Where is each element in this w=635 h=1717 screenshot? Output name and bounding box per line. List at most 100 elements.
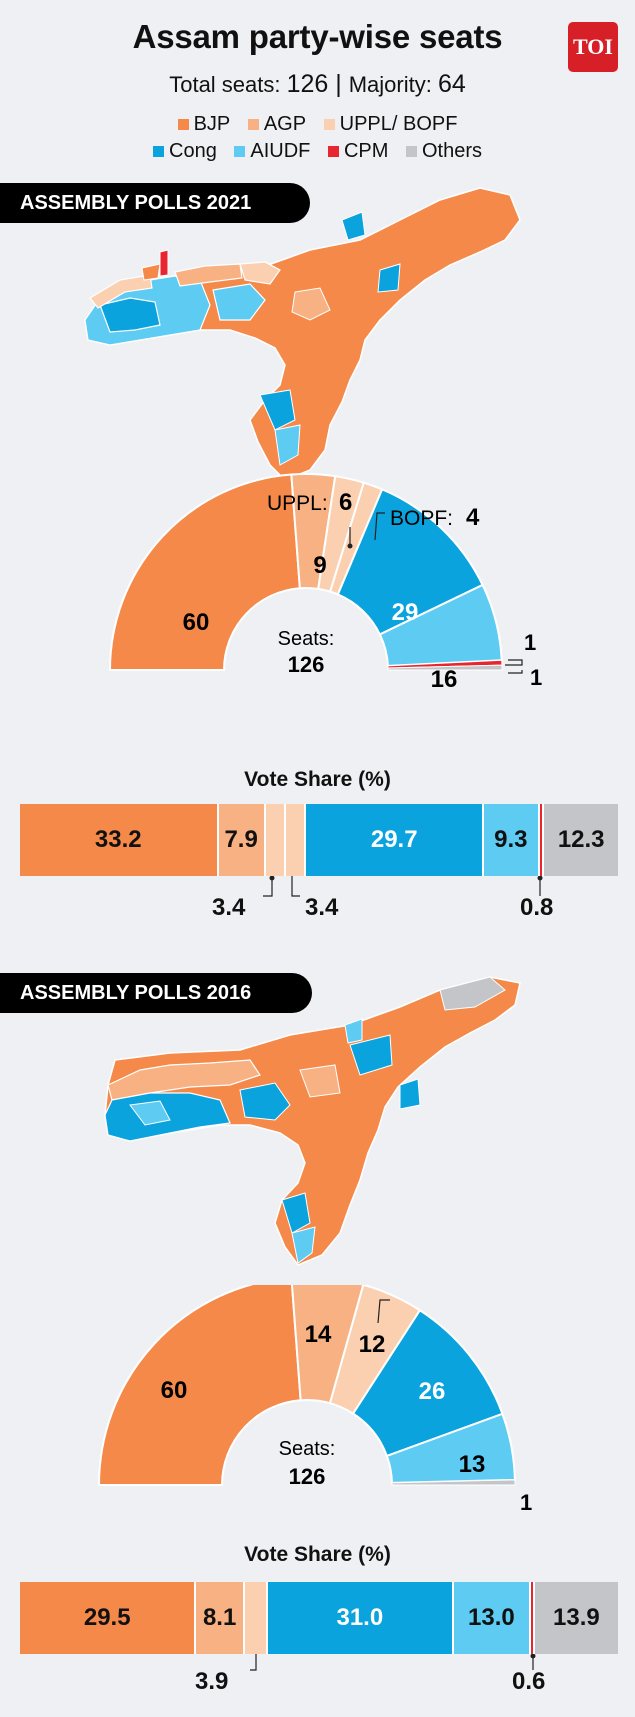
callout-bopf-value: 4: [466, 504, 480, 531]
slice-agp: [291, 1285, 365, 1405]
total-seats-label: Total seats:: [169, 72, 287, 97]
vote-seg-aiudf: 13.0: [453, 1582, 532, 1654]
vote-seg-bjp: 33.2: [20, 804, 219, 876]
center-value: 126: [288, 652, 325, 677]
vote-seg-cong: 31.0: [268, 1582, 454, 1654]
vote-seg-cong: 29.7: [306, 804, 485, 876]
slice-label-cong: 26: [419, 1378, 446, 1405]
total-seats-value: 126: [286, 70, 329, 98]
legend-swatch: [247, 119, 259, 130]
vote-value-uppl: 3.4: [212, 894, 246, 921]
callout-cpm-value: 1: [524, 630, 536, 655]
seats-donut-2021: 60 9 29 16 UPPL: 6 BOPF: 4 1 1 Seats: 12…: [108, 473, 542, 693]
subtitle-separator: |: [328, 70, 349, 98]
vote-seg-cpm: [531, 1582, 535, 1654]
legend-swatch: [177, 119, 189, 130]
vote-value-bopf: 3.9: [195, 1668, 229, 1695]
majority-label: Majority:: [348, 72, 438, 97]
seats-donut-2016: 60 14 12 26 13 1 Seats: 126: [97, 1285, 532, 1515]
callout-bopf-leader: [377, 1299, 390, 1324]
legend-row-2: Cong AIUDF CPM Others: [0, 140, 635, 163]
vote-seg-agp: 8.1: [196, 1582, 245, 1654]
vote-share-title-2016: Vote Share (%): [244, 1543, 391, 1566]
legend-item-others: Others: [405, 140, 482, 163]
callout-others-value: 1: [520, 1490, 532, 1515]
vote-value-others: 12.3: [557, 826, 605, 853]
callout-uppl-value: 6: [339, 489, 352, 516]
vote-value-cpm: 0.8: [520, 894, 554, 921]
legend-label: CPM: [343, 140, 389, 162]
vote-value-bjp: 29.5: [83, 1604, 131, 1631]
subtitle: Total seats: 126 | Majority: 64: [0, 70, 635, 99]
callout-uppl-vote-dot: [269, 876, 275, 881]
vote-value-agp: 8.1: [202, 1604, 237, 1631]
slice-label-agp: 9: [313, 552, 326, 579]
vote-value-bopf: 3.4: [305, 894, 339, 921]
legend-swatch: [153, 146, 164, 157]
assam-map-2021: [84, 187, 521, 481]
slice-label-bjp: 60: [183, 609, 210, 636]
vote-share-bar-2021: 33.2 7.9 29.7 9.3 12.3: [20, 804, 618, 876]
legend-item-cong: Cong: [153, 140, 217, 163]
vote-share-title-2021: Vote Share (%): [244, 768, 391, 791]
slice-bjp: [108, 473, 301, 671]
slice-label-agp: 14: [305, 1321, 332, 1348]
vote-callouts-2021: [263, 876, 543, 897]
callout-others-value: 1: [530, 665, 542, 690]
callout-bopf-vote-leader: [291, 876, 300, 897]
callout-uppl-vote-leader: [263, 876, 273, 897]
banner-2016: ASSEMBLY POLLS 2016: [0, 973, 312, 1013]
legend-label: AIUDF: [250, 140, 311, 162]
vote-value-cpm: 0.6: [512, 1668, 546, 1695]
majority-value: 64: [437, 70, 466, 98]
slice-bjp: [97, 1285, 302, 1486]
banner-2021: ASSEMBLY POLLS 2021: [0, 183, 310, 223]
legend-label: Others: [421, 140, 482, 162]
vote-seg-bjp: 29.5: [20, 1582, 197, 1654]
slice-label-aiudf: 16: [431, 666, 458, 693]
page-title: Assam party-wise seats: [132, 18, 503, 55]
legend-row-1: BJP AGP UPPL/ BOPF: [0, 113, 635, 136]
center-label: Seats:: [279, 1438, 336, 1460]
slice-label-bjp: 60: [161, 1377, 188, 1404]
vote-value-others: 13.9: [553, 1604, 600, 1631]
vote-share-bar-2016: 29.5 8.1 31.0 13.0 13.9: [20, 1582, 618, 1654]
callout-bopf-leader: [374, 512, 385, 541]
slice-label-aiudf: 13: [459, 1451, 486, 1478]
vote-value-aiudf: 13.0: [468, 1604, 515, 1631]
legend-item-aiudf: AIUDF: [234, 140, 310, 163]
vote-value-aiudf: 9.3: [494, 826, 528, 853]
legend-item-bjp: BJP: [177, 113, 231, 136]
slice-others: [391, 1479, 516, 1486]
callout-others-leader: [508, 670, 523, 674]
legend-swatch: [323, 119, 335, 130]
vote-seg-aiudf: 9.3: [484, 804, 540, 876]
callout-bopf-label: BOPF:: [390, 507, 453, 530]
callout-cpm-vote-dot: [530, 1654, 536, 1659]
vote-value-bjp: 33.2: [94, 826, 142, 853]
legend-label: Cong: [169, 140, 217, 162]
legend-swatch: [405, 146, 417, 157]
legend-swatch: [234, 146, 246, 157]
center-label: Seats:: [278, 628, 335, 650]
legend-item-agp: AGP: [247, 113, 307, 136]
vote-value-agp: 7.9: [224, 826, 258, 853]
vote-seg-agp: 7.9: [218, 804, 266, 876]
vote-seg-bopf: [244, 1582, 269, 1654]
map-region: [104, 976, 521, 1266]
legend-swatch: [327, 146, 339, 157]
vote-seg-uppl: [265, 804, 287, 876]
legend-item-cpm: CPM: [327, 140, 389, 163]
callout-cpm-vote-dot: [537, 876, 543, 881]
slice-others: [387, 664, 503, 671]
center-value: 126: [289, 1464, 326, 1489]
vote-value-cong: 31.0: [336, 1604, 384, 1631]
legend-label: UPPL/ BOPF: [339, 113, 458, 135]
slice-label-bopf: 12: [359, 1331, 386, 1358]
callout-cpm-leader: [505, 659, 523, 666]
legend-item-uppl-bopf: UPPL/ BOPF: [323, 113, 458, 136]
legend-label: AGP: [263, 113, 307, 135]
legend-label: BJP: [193, 113, 231, 135]
callout-uppl-label: UPPL:: [267, 492, 328, 515]
slice-cong: [336, 488, 484, 636]
